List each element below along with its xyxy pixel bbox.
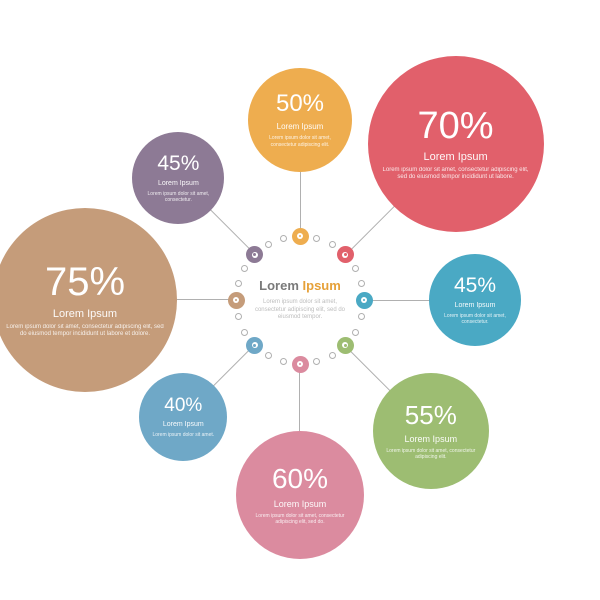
ring-dot [235,280,242,287]
bubble-label: Lorem Ipsum [455,302,496,309]
bubble-percent: 75% [45,262,125,302]
ring-dot [313,358,320,365]
bubble-percent: 45% [157,153,199,174]
ring-dot [265,241,272,248]
bubble-percent: 40% [164,396,202,415]
bubble-label: Lorem Ipsum [274,499,327,509]
bubble-body: Lorem ipsum dolor sit amet, consectetur … [3,324,167,339]
hub-title-b: Ipsum [303,278,341,293]
anchor-dot [337,246,354,263]
bubble-body: Lorem ipsum dolor sit amet, consectetur. [142,191,214,204]
stat-bubble: 50% Lorem Ipsum Lorem ipsum dolor sit amet… [248,68,352,172]
hub-body: Lorem ipsum dolor sit amet, consectetur … [254,299,346,322]
anchor-dot [337,337,354,354]
anchor-dot [292,228,309,245]
ring-dot [241,265,248,272]
ring-dot [241,329,248,336]
bubble-body: Lorem ipsum dolor sit amet, consectetur. [439,313,511,326]
bubble-body: Lorem ipsum dolor sit amet, consectetur … [383,448,479,461]
stat-bubble: 70% Lorem Ipsum Lorem ipsum dolor sit amet… [368,56,544,232]
bubble-body: Lorem ipsum dolor sit amet, consectetur … [258,135,342,148]
stat-bubble: 55% Lorem Ipsum Lorem ipsum dolor sit amet… [373,373,489,489]
infographic-stage: Lorem Ipsum Lorem ipsum dolor sit amet, c… [0,0,600,600]
bubble-percent: 55% [405,402,457,428]
anchor-dot [228,292,245,309]
bubble-percent: 45% [454,275,496,296]
bubble-label: Lorem Ipsum [405,434,458,444]
bubble-label: Lorem Ipsum [163,421,204,428]
bubble-body: Lorem ipsum dolor sit amet. [152,432,214,438]
ring-dot [313,235,320,242]
bubble-percent: 50% [276,92,324,116]
ring-dot [329,241,336,248]
anchor-dot [292,356,309,373]
stat-bubble: 45% Lorem Ipsum Lorem ipsum dolor sit amet… [429,254,521,346]
bubble-body: Lorem ipsum dolor sit amet, consectetur … [378,167,534,182]
bubble-label: Lorem Ipsum [423,151,487,163]
ring-dot [235,313,242,320]
ring-dot [358,280,365,287]
stat-bubble: 40% Lorem Ipsum Lorem ipsum dolor sit amet… [139,373,227,461]
ring-dot [280,235,287,242]
stat-bubble: 60% Lorem Ipsum Lorem ipsum dolor sit amet… [236,431,364,559]
bubble-label: Lorem Ipsum [53,308,117,320]
anchor-dot [246,337,263,354]
hub-title: Lorem Ipsum [259,278,341,293]
bubble-label: Lorem Ipsum [277,122,324,131]
bubble-percent: 60% [272,465,328,493]
ring-dot [265,352,272,359]
bubble-body: Lorem ipsum dolor sit amet, consectetur … [246,513,354,526]
bubble-label: Lorem Ipsum [158,180,199,187]
ring-dot [352,329,359,336]
ring-dot [280,358,287,365]
bubble-percent: 70% [418,107,494,145]
anchor-dot [356,292,373,309]
ring-dot [352,265,359,272]
hub-title-a: Lorem [259,278,302,293]
ring-dot [329,352,336,359]
ring-dot [358,313,365,320]
stat-bubble: 75% Lorem Ipsum Lorem ipsum dolor sit amet… [0,208,177,392]
